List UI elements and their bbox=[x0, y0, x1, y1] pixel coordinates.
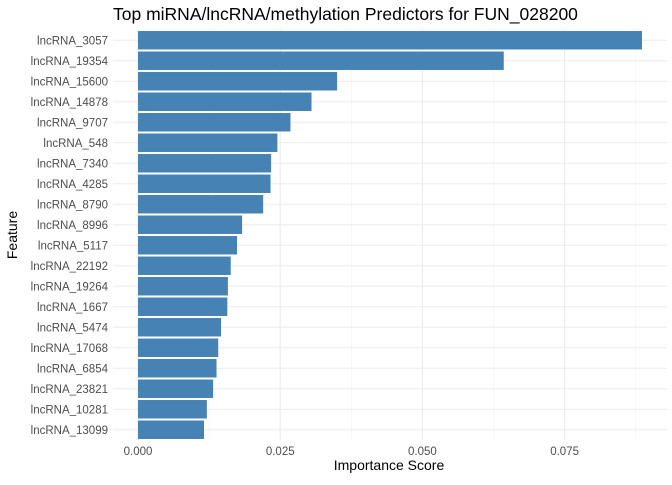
x-tick-label: 0.050 bbox=[408, 446, 437, 458]
bar bbox=[138, 256, 231, 275]
y-tick-label: lncRNA_17068 bbox=[31, 343, 108, 355]
y-tick-label: lncRNA_7340 bbox=[37, 158, 108, 170]
y-tick-label: lncRNA_4285 bbox=[37, 179, 108, 191]
x-tick-label: 0.025 bbox=[266, 446, 295, 458]
x-axis-title: Importance Score bbox=[334, 457, 445, 473]
x-axis-tick-labels: 0.000 0.025 0.050 0.075 bbox=[124, 446, 579, 458]
bar bbox=[138, 400, 207, 419]
y-tick-label: lncRNA_5117 bbox=[38, 240, 108, 252]
bar bbox=[138, 31, 642, 50]
bars bbox=[138, 31, 642, 439]
y-tick-label: lncRNA_8790 bbox=[37, 199, 108, 211]
bar bbox=[138, 297, 228, 316]
y-tick-label: lncRNA_19354 bbox=[31, 56, 109, 68]
y-tick-label: lncRNA_5474 bbox=[37, 322, 109, 334]
y-axis-tick-labels: lncRNA_3057 lncRNA_19354 lncRNA_15600 lncRN… bbox=[31, 35, 109, 437]
bar bbox=[138, 92, 312, 111]
chart-title: Top miRNA/lncRNA/methylation Predictors … bbox=[113, 4, 578, 25]
y-tick-label: lncRNA_3057 bbox=[37, 35, 108, 47]
bar bbox=[138, 318, 222, 337]
y-tick-label: lncRNA_1667 bbox=[37, 302, 108, 314]
bar bbox=[138, 338, 219, 357]
bar bbox=[138, 215, 243, 234]
y-tick-label: lncRNA_9707 bbox=[37, 117, 108, 129]
y-tick-label: lncRNA_15600 bbox=[31, 76, 108, 88]
bar bbox=[138, 72, 338, 91]
bar bbox=[138, 113, 291, 132]
y-tick-label: lncRNA_10281 bbox=[31, 404, 108, 416]
bar bbox=[138, 51, 504, 70]
y-tick-label: lncRNA_22192 bbox=[31, 261, 108, 273]
y-axis-title: Feature bbox=[4, 211, 20, 259]
y-tick-label: lncRNA_23821 bbox=[31, 384, 108, 396]
bar bbox=[138, 379, 214, 398]
x-tick-label: 0.000 bbox=[124, 446, 153, 458]
y-tick-label: lncRNA_8996 bbox=[37, 220, 108, 232]
bar bbox=[138, 236, 237, 255]
y-tick-label: lncRNA_14878 bbox=[31, 97, 108, 109]
bar bbox=[138, 420, 205, 439]
y-tick-label: lncRNA_13099 bbox=[31, 425, 108, 437]
y-tick-label: lncRNA_19264 bbox=[31, 281, 109, 293]
bar bbox=[138, 174, 271, 193]
bar bbox=[138, 359, 217, 378]
y-tick-label: lncRNA_6854 bbox=[37, 363, 109, 375]
bar bbox=[138, 195, 264, 214]
x-tick-label: 0.075 bbox=[550, 446, 579, 458]
y-tick-label: lncRNA_548 bbox=[43, 138, 108, 150]
bar bbox=[138, 277, 228, 296]
bar bbox=[138, 133, 278, 152]
bar bbox=[138, 154, 272, 173]
